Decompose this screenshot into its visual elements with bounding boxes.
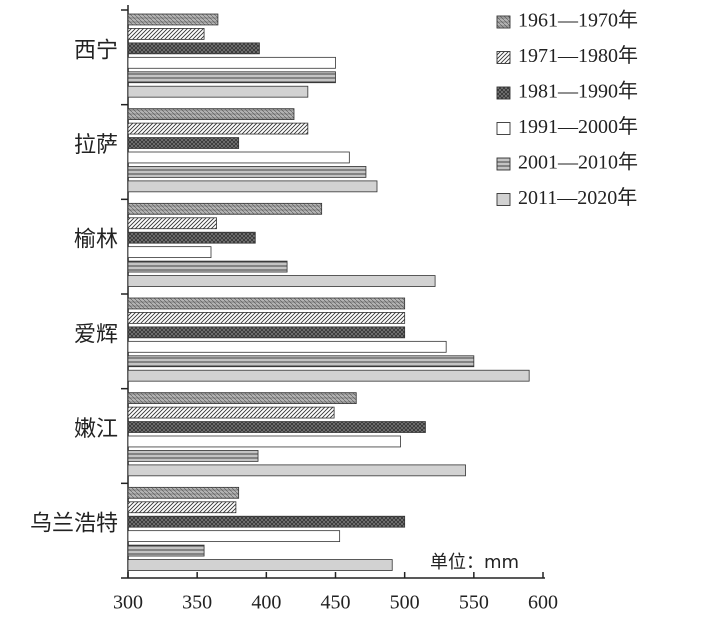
bar <box>127 42 260 55</box>
bar <box>127 246 212 259</box>
bar <box>127 297 406 310</box>
legend-swatch <box>496 193 511 206</box>
legend-label: 1991—2000年 <box>518 115 638 138</box>
bar <box>127 28 205 40</box>
x-tick-label: 550 <box>459 592 489 614</box>
legend-swatch <box>496 122 511 135</box>
bar <box>127 559 393 571</box>
bar <box>127 435 401 448</box>
bar <box>127 450 259 462</box>
bar <box>127 340 447 353</box>
bar <box>127 13 219 26</box>
category-label: 乌兰浩特 <box>30 512 118 537</box>
legend-swatch <box>496 157 511 171</box>
bar <box>127 544 205 557</box>
legend-label: 1971—1980年 <box>518 44 638 67</box>
bar <box>127 260 288 273</box>
x-tick-label: 350 <box>182 592 212 614</box>
x-tick-label: 300 <box>113 592 143 614</box>
bar <box>127 275 436 287</box>
bar <box>127 369 530 382</box>
bar <box>127 355 475 368</box>
category-label: 西宁 <box>74 38 118 63</box>
unit-label: 单位：mm <box>430 552 519 573</box>
bar <box>127 392 357 405</box>
bar <box>127 122 309 135</box>
bar <box>127 231 256 244</box>
legend-swatch <box>496 51 511 64</box>
bar <box>127 406 335 419</box>
bar <box>127 217 217 230</box>
legend-label: 1981—1990年 <box>518 80 638 103</box>
legend-label: 1961—1970年 <box>518 9 638 32</box>
category-label: 榆林 <box>74 228 118 253</box>
bar <box>127 56 336 69</box>
bar <box>127 326 406 339</box>
bar <box>127 312 406 324</box>
bar <box>127 530 341 543</box>
x-tick-label: 400 <box>251 592 281 614</box>
bar <box>127 85 309 98</box>
category-label: 爱辉 <box>74 322 118 347</box>
x-tick-label: 450 <box>321 592 351 614</box>
bar <box>127 421 426 433</box>
legend-swatch <box>496 15 511 29</box>
bar <box>127 464 466 477</box>
bar <box>127 180 378 193</box>
bar <box>127 151 350 164</box>
legend-background <box>488 6 698 218</box>
x-tick-label: 500 <box>390 592 420 614</box>
bar <box>127 486 240 499</box>
bar <box>127 515 406 528</box>
bar <box>127 202 323 215</box>
bar <box>127 137 240 149</box>
x-tick-label: 600 <box>528 592 558 614</box>
legend-label: 2011—2020年 <box>518 186 637 209</box>
category-label: 拉萨 <box>74 133 118 158</box>
legend-swatch <box>496 86 511 100</box>
legend-label: 2001—2010年 <box>518 151 638 174</box>
bar <box>127 71 336 84</box>
bar <box>127 501 237 514</box>
bar <box>127 108 295 121</box>
bar <box>127 166 367 178</box>
category-label: 嫩江 <box>74 417 118 442</box>
